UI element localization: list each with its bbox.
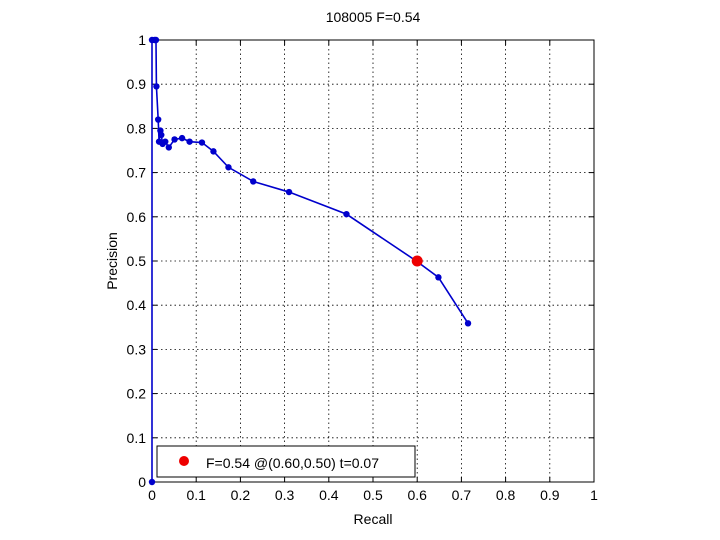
x-tick-label: 0.6 [407,487,427,503]
x-tick-label: 0.8 [496,487,516,503]
y-tick-label: 0.3 [127,341,147,357]
data-point [154,116,162,123]
y-tick-label: 1 [138,32,146,48]
data-point [225,164,232,171]
legend: F=0.54 @(0.60,0.50) t=0.07 [156,445,416,478]
data-point [165,144,172,151]
data-point [464,320,472,327]
data-point [210,148,217,155]
y-axis-label: Precision [104,232,120,290]
data-point [148,478,156,486]
y-tick-label: 0.8 [127,120,147,136]
data-point [343,210,350,218]
series-layer [148,36,472,486]
data-point [435,274,442,281]
x-axis-label: Recall [354,511,393,527]
y-tick-label: 0.1 [127,430,147,446]
y-tick-label: 0.4 [127,297,147,313]
x-tick-label: 0.9 [540,487,560,503]
x-tick-label: 0 [148,487,156,503]
data-point [152,36,160,44]
optimal-f-point [411,255,423,267]
x-tick-label: 0.7 [452,487,472,503]
series-line [151,39,469,482]
x-tick-label: 0.3 [275,487,295,503]
y-tick-label: 0.9 [127,76,147,92]
chart-title: 108005 F=0.54 [326,9,421,25]
x-tick-label: 0.4 [319,487,339,503]
legend-marker [179,456,189,466]
data-point [198,139,206,146]
x-tick-label: 0.5 [363,487,383,503]
y-tick-label: 0.5 [127,253,147,269]
x-tick-label: 0.1 [186,487,206,503]
y-tick-label: 0.2 [127,386,147,402]
x-tick-label: 1 [590,487,598,503]
legend-text: F=0.54 @(0.60,0.50) t=0.07 [206,455,379,471]
data-point [285,188,293,196]
data-point [171,136,178,143]
data-point [250,178,257,185]
x-tick-label: 0.2 [231,487,251,503]
data-point [186,138,193,145]
y-tick-label: 0.7 [127,165,147,181]
data-point [178,134,186,142]
data-point [153,83,160,90]
y-tick-label: 0.6 [127,209,147,225]
ticks-layer: 0 0.1 0.2 0.3 0.4 0.5 0.6 0.7 0.8 0.9 1 0 0.1 0.2 0.3 0… [127,32,599,503]
grid-layer [152,40,594,482]
data-point [158,131,165,139]
y-tick-label: 0 [138,474,146,490]
data-point [162,138,169,145]
legend-box [156,445,416,478]
